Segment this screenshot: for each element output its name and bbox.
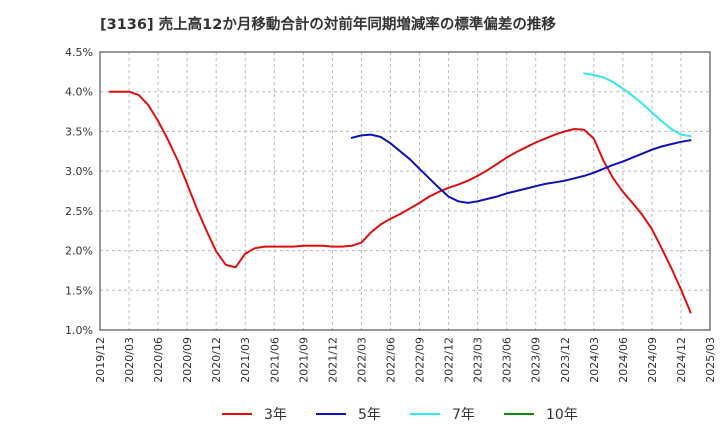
legend-label-10年: 10年 [546, 407, 578, 423]
x-tick-label: 2022/03 [355, 337, 368, 383]
x-tick-label: 2023/12 [559, 337, 572, 383]
chart-title: [3136] 売上高12か月移動合計の対前年同期増減率の標準偏差の推移 [100, 15, 556, 33]
x-tick-label: 2024/12 [675, 337, 688, 383]
x-tick-label: 2020/03 [123, 337, 136, 383]
y-tick-label: 1.5% [65, 284, 93, 297]
y-tick-label: 4.0% [65, 86, 93, 99]
x-tick-label: 2022/12 [443, 337, 456, 383]
series-line-5年 [350, 133, 692, 204]
y-tick-label: 2.5% [65, 205, 93, 218]
x-axis-ticks: 2019/12 2020/03 2020/06 2020/09 2020/12 2021/… [94, 337, 717, 383]
x-tick-label: 2024/03 [588, 337, 601, 383]
x-tick-label: 2019/12 [94, 337, 107, 383]
legend: 3年 5年 7年 10年 [222, 407, 578, 423]
y-tick-label: 3.5% [65, 125, 93, 138]
x-tick-label: 2020/06 [152, 337, 165, 383]
x-tick-label: 2023/06 [501, 337, 514, 383]
x-tick-label: 2020/12 [210, 337, 223, 383]
x-tick-label: 2020/09 [181, 337, 194, 383]
y-tick-label: 1.0% [65, 324, 93, 337]
y-axis-ticks: 4.5% 4.0% 3.5% 3.0% 2.5% 2.0% 1.5% 1.0% [65, 46, 93, 337]
legend-label-5年: 5年 [358, 407, 381, 423]
series-lines [108, 72, 692, 314]
y-tick-label: 2.0% [65, 245, 93, 258]
legend-label-3年: 3年 [264, 407, 287, 423]
x-tick-label: 2024/06 [617, 337, 630, 383]
x-tick-label: 2023/03 [472, 337, 485, 383]
x-tick-label: 2024/09 [646, 337, 659, 383]
x-tick-label: 2021/06 [268, 337, 281, 383]
x-tick-label: 2022/09 [414, 337, 427, 383]
x-tick-label: 2021/09 [297, 337, 310, 383]
plot-area [99, 51, 711, 331]
legend-label-7年: 7年 [452, 407, 475, 423]
x-tick-label: 2025/03 [704, 337, 717, 383]
series-line-7年 [583, 72, 692, 138]
x-tick-label: 2022/06 [384, 337, 397, 383]
series-line-3年 [108, 90, 692, 314]
y-tick-label: 4.5% [65, 46, 93, 59]
x-tick-label: 2021/03 [239, 337, 252, 383]
grid-lines [99, 51, 711, 331]
x-tick-label: 2023/09 [530, 337, 543, 383]
y-tick-label: 3.0% [65, 165, 93, 178]
x-tick-label: 2021/12 [326, 337, 339, 383]
